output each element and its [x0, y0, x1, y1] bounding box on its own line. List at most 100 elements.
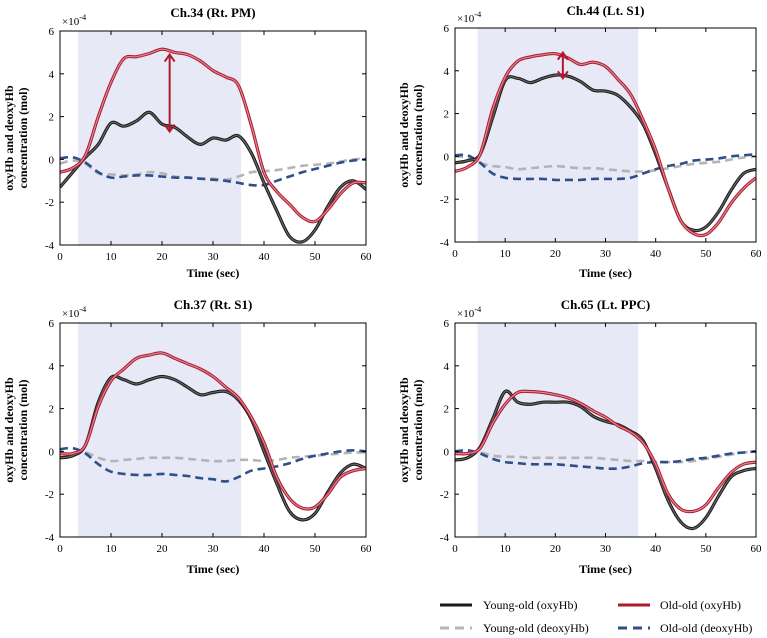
- x-tick-label: 10: [500, 543, 512, 555]
- y-tick-label: 0: [49, 154, 55, 166]
- legend-label-old-old-deoxyhb: Old-old (deoxyHb): [660, 621, 752, 635]
- y-axis-exponent: ×10-4: [457, 9, 482, 25]
- y-tick-label: -2: [45, 197, 54, 209]
- x-tick-label: 0: [57, 543, 63, 555]
- x-tick-label: 40: [650, 248, 662, 260]
- y-tick-label: -4: [45, 532, 55, 544]
- x-tick-label: 30: [600, 248, 612, 260]
- y-axis-exponent-power: -4: [79, 304, 87, 314]
- y-axis-label-line-1: oxyHb and deoxyHb: [397, 377, 411, 483]
- x-axis-label: Time (sec): [579, 266, 632, 280]
- x-tick-label: 40: [259, 251, 271, 263]
- chart-title: Ch.65 (Lt. PPC): [561, 297, 651, 312]
- difference-arrow-head-bottom: [557, 70, 569, 81]
- y-axis-label-line-1: oxyHb and deoxyHb: [2, 377, 16, 483]
- chart-panel-4: 0 10 20 30 40 50 60 -4 -2 0 2 4 6 ×10-4 Ch.65 (Lt. PPC…: [397, 297, 762, 576]
- x-tick-label: 60: [751, 248, 763, 260]
- legend-label-young-old-oxyhb: Young-old (oxyHb): [483, 598, 577, 612]
- task-period-shading: [77, 323, 242, 537]
- chart-title: Ch.34 (Rt. PM): [170, 5, 255, 20]
- chart-title: Ch.37 (Rt. S1): [174, 297, 253, 312]
- y-axis-label-line-2: concentration (mol): [411, 85, 425, 186]
- y-axis-label-line-2: concentration (mol): [411, 380, 425, 481]
- x-tick-label: 20: [157, 543, 169, 555]
- legend-item-old-old-deoxyhb: Old-old (deoxyHb): [618, 621, 752, 635]
- y-axis-exponent: ×10-4: [62, 12, 87, 28]
- series-line-young-old-oxyhb-highlight: [455, 390, 756, 530]
- series-line-old-old-oxyhb-highlight: [455, 52, 756, 237]
- chart-panel-2: 0 10 20 30 40 50 60 -4 -2 0 2 4 6 ×10-4 Ch.44 (Lt. S1)…: [397, 3, 762, 280]
- x-tick-label: 50: [700, 248, 712, 260]
- x-tick-label: 50: [310, 543, 322, 555]
- x-tick-label: 60: [751, 543, 763, 555]
- chart-panel-3: 0 10 20 30 40 50 60 -4 -2 0 2 4 6 ×10-4 Ch.37 (Rt. S1)…: [2, 297, 372, 576]
- y-tick-label: -4: [45, 240, 55, 252]
- x-tick-label: 20: [550, 248, 562, 260]
- series-lines: [60, 351, 366, 522]
- x-tick-label: 20: [550, 543, 562, 555]
- y-axis-label-line-2: concentration (mol): [16, 88, 30, 189]
- x-tick-label: 40: [650, 543, 662, 555]
- y-axis-label-line-2: concentration (mol): [16, 380, 30, 481]
- y-axis-exponent: ×10-4: [62, 304, 87, 320]
- y-tick-label: 0: [444, 446, 450, 458]
- y-tick-label: -4: [440, 532, 450, 544]
- task-period-shading: [477, 28, 639, 242]
- y-tick-label: -2: [45, 489, 54, 501]
- series-line-old-old-deoxyhb: [60, 446, 366, 483]
- difference-arrow: [557, 50, 569, 81]
- y-tick-label: 4: [49, 69, 55, 81]
- legend-item-young-old-deoxyhb: Young-old (deoxyHb): [440, 621, 589, 635]
- y-tick-label: 2: [49, 112, 55, 124]
- y-tick-label: -2: [440, 489, 449, 501]
- series-line-young-old-deoxyhb: [60, 451, 366, 463]
- y-tick-label: 2: [444, 404, 450, 416]
- x-tick-label: 50: [700, 543, 712, 555]
- x-tick-label: 20: [157, 251, 169, 263]
- x-axis-label: Time (sec): [579, 562, 632, 576]
- y-tick-label: 0: [444, 151, 450, 163]
- y-axis-exponent-power: -4: [474, 304, 482, 314]
- difference-arrow-head-top: [163, 52, 176, 63]
- series-line-old-old-deoxyhb: [60, 155, 366, 187]
- y-tick-label: 4: [444, 361, 450, 373]
- series-lines: [60, 47, 366, 244]
- x-tick-label: 30: [600, 543, 612, 555]
- x-tick-label: 10: [106, 543, 118, 555]
- x-tick-label: 10: [500, 248, 512, 260]
- y-tick-label: 0: [49, 446, 55, 458]
- y-axis-label-line-1: oxyHb and deoxyHb: [397, 82, 411, 188]
- series-lines: [455, 51, 756, 238]
- x-tick-label: 0: [452, 543, 458, 555]
- y-tick-label: 6: [49, 26, 55, 38]
- task-period-shading: [477, 323, 639, 537]
- series-line-old-old-oxyhb-highlight: [60, 48, 366, 223]
- chart-panel-1: 0 10 20 30 40 50 60 -4 -2 0 2 4 6 ×10-4 Ch.34 (Rt. PM)…: [2, 5, 372, 280]
- x-axis-label: Time (sec): [187, 266, 240, 280]
- y-tick-label: 2: [49, 404, 55, 416]
- y-tick-label: 2: [444, 109, 450, 121]
- difference-arrow-head-top: [557, 50, 569, 61]
- difference-arrow-head-bottom: [163, 123, 176, 134]
- x-tick-label: 60: [361, 251, 373, 263]
- legend-item-young-old-oxyhb: Young-old (oxyHb): [440, 598, 577, 612]
- series-lines: [455, 389, 756, 531]
- series-line-young-old-deoxyhb: [455, 155, 756, 173]
- x-tick-label: 10: [106, 251, 118, 263]
- y-tick-label: 6: [444, 318, 450, 330]
- x-tick-label: 40: [259, 543, 271, 555]
- x-tick-label: 0: [57, 251, 63, 263]
- legend-label-old-old-oxyhb: Old-old (oxyHb): [660, 598, 741, 612]
- series-line-young-old-oxyhb-highlight: [60, 375, 366, 521]
- x-tick-label: 30: [208, 543, 220, 555]
- x-tick-label: 0: [452, 248, 458, 260]
- y-tick-label: 6: [444, 23, 450, 35]
- series-line-old-old-oxyhb-highlight: [60, 352, 366, 510]
- series-line-old-old-deoxyhb: [455, 153, 756, 182]
- x-tick-label: 60: [361, 543, 373, 555]
- y-tick-label: -2: [440, 194, 449, 206]
- chart-title: Ch.44 (Lt. S1): [566, 3, 644, 18]
- series-line-old-old-deoxyhb: [455, 448, 756, 471]
- y-axis-exponent-power: -4: [474, 9, 482, 19]
